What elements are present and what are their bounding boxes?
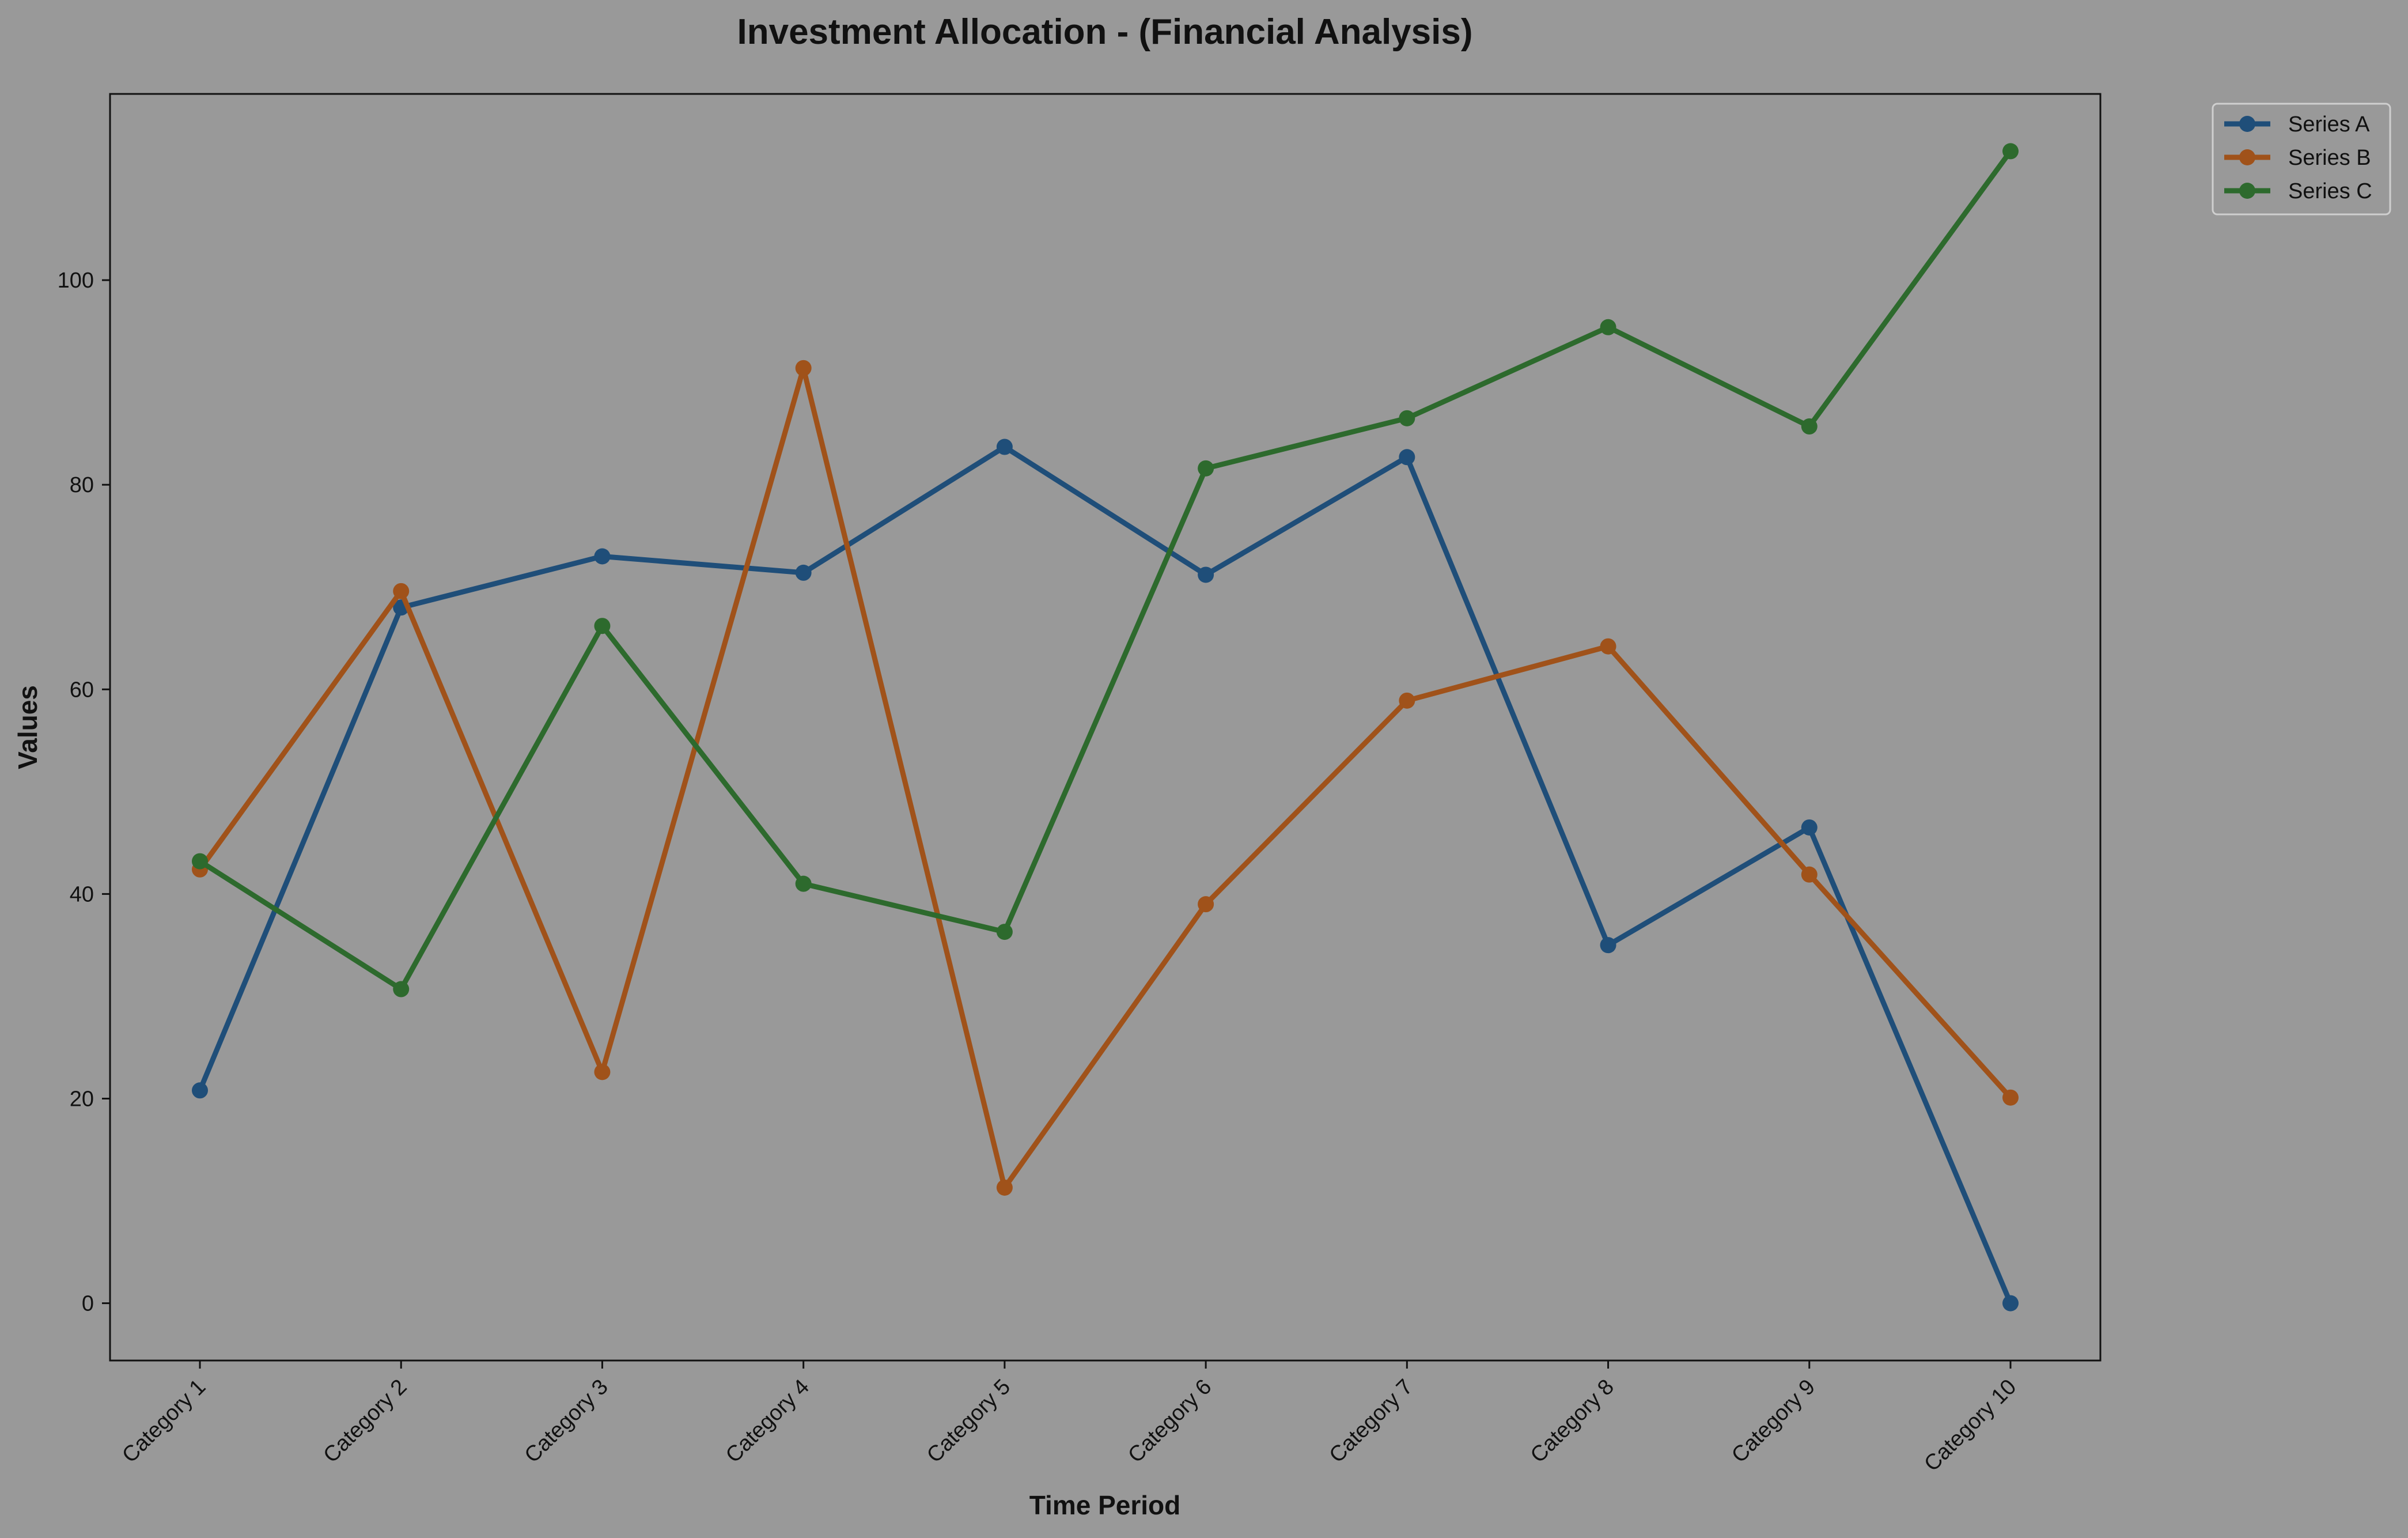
- y-axis-label: Values: [13, 685, 43, 769]
- x-tick-label: Category 7: [1325, 1375, 1418, 1468]
- data-point: [1600, 638, 1616, 655]
- y-axis: 0 20 40 60 80 100: [58, 269, 110, 1316]
- legend-swatch-marker: [2239, 116, 2255, 132]
- data-point: [1198, 460, 1214, 477]
- data-point: [393, 583, 410, 599]
- y-tick-label: 20: [70, 1087, 94, 1111]
- legend-label: Series C: [2288, 179, 2372, 203]
- series-line: [197, 148, 2013, 992]
- series-series-a: [192, 439, 2019, 1312]
- data-point: [2002, 143, 2019, 160]
- data-point: [594, 1064, 611, 1080]
- x-tick-label: Category 4: [721, 1375, 814, 1468]
- data-point: [192, 1082, 208, 1099]
- data-point: [795, 564, 812, 581]
- data-point: [1801, 819, 1818, 836]
- series-line: [197, 365, 2013, 1191]
- y-tick-label: 60: [70, 678, 94, 702]
- data-point: [1198, 896, 1214, 913]
- legend-label: Series B: [2288, 146, 2371, 170]
- plot-area: [109, 93, 2102, 1362]
- y-tick-label: 80: [70, 473, 94, 497]
- series-layer: [192, 143, 2019, 1312]
- data-point: [1399, 692, 1415, 709]
- data-point: [2002, 1089, 2019, 1106]
- legend: Series A Series B Series C: [2212, 103, 2391, 216]
- data-point: [996, 439, 1013, 455]
- legend-swatch-marker: [2239, 149, 2255, 165]
- chart-title: Investment Allocation - (Financial Analy…: [737, 12, 1473, 52]
- data-point: [1198, 566, 1214, 583]
- data-point: [192, 853, 208, 870]
- y-tick-label: 0: [82, 1292, 94, 1316]
- x-tick-label: Category 8: [1526, 1375, 1619, 1468]
- x-tick-label: Category 3: [520, 1375, 613, 1468]
- data-point: [1600, 937, 1616, 954]
- data-point: [393, 981, 410, 997]
- data-point: [594, 618, 611, 634]
- y-tick-label: 100: [58, 269, 94, 293]
- series-line: [197, 444, 2013, 1306]
- data-point: [795, 360, 812, 376]
- legend-swatch-marker: [2239, 183, 2255, 199]
- y-tick-label: 40: [70, 882, 94, 906]
- legend-label: Series A: [2288, 112, 2370, 137]
- data-point: [996, 1179, 1013, 1196]
- data-point: [795, 875, 812, 892]
- series-series-c: [192, 143, 2019, 997]
- data-point: [594, 548, 611, 565]
- data-point: [2002, 1295, 2019, 1312]
- x-tick-label: Category 1: [118, 1375, 210, 1468]
- data-point: [996, 924, 1013, 940]
- x-tick-label: Category 10: [1919, 1375, 2021, 1476]
- x-axis: Category 1 Category 2 Category 3 Category 4…: [118, 1361, 2021, 1476]
- data-point: [1801, 866, 1818, 883]
- data-point: [1399, 449, 1415, 466]
- x-tick-label: Category 6: [1123, 1375, 1216, 1468]
- data-point: [1801, 418, 1818, 435]
- data-point: [1399, 410, 1415, 426]
- legend-box: [2212, 103, 2391, 216]
- x-tick-label: Category 2: [319, 1375, 411, 1468]
- series-series-b: [192, 360, 2019, 1196]
- x-axis-label: Time Period: [1029, 1490, 1180, 1520]
- x-tick-label: Category 9: [1727, 1375, 1820, 1468]
- data-point: [1600, 319, 1616, 335]
- x-tick-label: Category 5: [922, 1375, 1015, 1468]
